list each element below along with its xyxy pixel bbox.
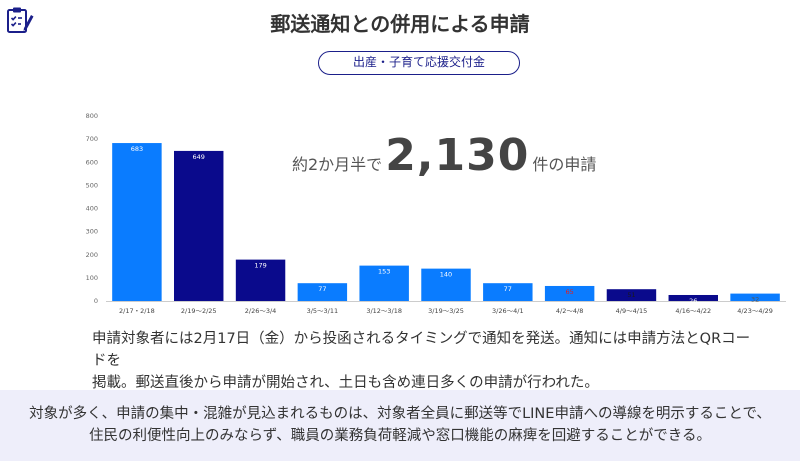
- y-tick-label: 0: [94, 297, 98, 305]
- x-tick-label: 3/19〜3/25: [428, 307, 464, 315]
- conclusion-band: [0, 390, 800, 461]
- summary-suffix: 件の申請: [532, 155, 597, 174]
- bar-value-label: 65: [565, 288, 573, 296]
- description-line: 掲載。郵送直後から申請が開始され、土日も含め連日多くの申請が行われた。: [92, 375, 599, 391]
- bar: [544, 285, 595, 301]
- summary-prefix: 約2か月半で: [292, 155, 383, 174]
- bar-value-label: 683: [131, 145, 143, 153]
- checklist-pencil-icon: [7, 7, 34, 33]
- conclusion-line: 住民の利便性向上のみならず、職員の業務負荷軽減や窓口機能の麻痺を回避することがで…: [89, 428, 711, 444]
- category-tag: 出産・子育て応援交付金: [318, 51, 520, 75]
- y-tick-label: 500: [86, 181, 98, 189]
- bar: [421, 268, 471, 301]
- weekly-applications-bar-chart: 0 100 200 300 400 500 600 700 800 683 2/17・2/18 649…: [86, 112, 786, 315]
- y-tick-label: 400: [86, 205, 98, 213]
- bar-value-label: 649: [193, 153, 205, 161]
- x-tick-label: 2/19〜2/25: [181, 307, 217, 315]
- bar: [359, 265, 409, 301]
- x-tick-label: 3/5〜3/11: [307, 307, 339, 315]
- bar: [297, 283, 348, 301]
- conclusion-line: 対象が多く、申請の集中・混雑が見込まれるものは、対象者全員に郵送等でLINE申請…: [29, 406, 771, 422]
- summary-total: 2,130: [385, 130, 530, 181]
- y-tick-label: 600: [86, 158, 98, 166]
- y-tick-label: 700: [86, 135, 98, 143]
- x-tick-label: 2/17・2/18: [119, 307, 155, 315]
- bar-value-label: 51: [627, 291, 635, 299]
- x-tick-label: 4/23〜4/29: [737, 307, 773, 315]
- description-text: 申請対象者には2月17日（金）から投函されるタイミングで通知を発送。通知には申請…: [92, 328, 762, 394]
- bar-value-label: 140: [440, 271, 452, 279]
- bar-value-label: 77: [318, 285, 326, 293]
- bar: [112, 143, 162, 301]
- y-tick-label: 200: [86, 251, 98, 259]
- x-tick-label: 2/26〜3/4: [245, 307, 277, 315]
- bar: [235, 259, 286, 301]
- x-tick-label: 4/16〜4/22: [675, 307, 711, 315]
- bar-value-label: 32: [751, 296, 759, 304]
- bar-value-label: 153: [378, 268, 390, 276]
- x-tick-label: 3/26〜4/1: [492, 307, 524, 315]
- bar: [174, 150, 224, 301]
- page-title: 郵送通知との併用による申請: [270, 12, 530, 36]
- bar-value-label: 77: [504, 285, 512, 293]
- y-tick-label: 300: [86, 228, 98, 236]
- conclusion-text: 対象が多く、申請の集中・混雑が見込まれるものは、対象者全員に郵送等でLINE申請…: [0, 403, 800, 447]
- bar: [668, 294, 718, 301]
- bar-value-label: 26: [689, 297, 697, 305]
- bar-value-label: 179: [254, 262, 266, 270]
- bar: [606, 289, 657, 301]
- x-tick-label: 4/9〜4/15: [616, 307, 648, 315]
- description-line: 申請対象者には2月17日（金）から投函されるタイミングで通知を発送。通知には申請…: [92, 331, 751, 369]
- y-tick-label: 100: [86, 274, 98, 282]
- y-tick-label: 800: [86, 112, 98, 120]
- bar: [483, 283, 533, 301]
- x-tick-label: 3/12〜3/18: [366, 307, 402, 315]
- bar: [730, 293, 780, 301]
- summary-callout: 約2か月半で 2,130 件の申請: [292, 130, 597, 181]
- x-tick-label: 4/2〜4/8: [556, 307, 583, 315]
